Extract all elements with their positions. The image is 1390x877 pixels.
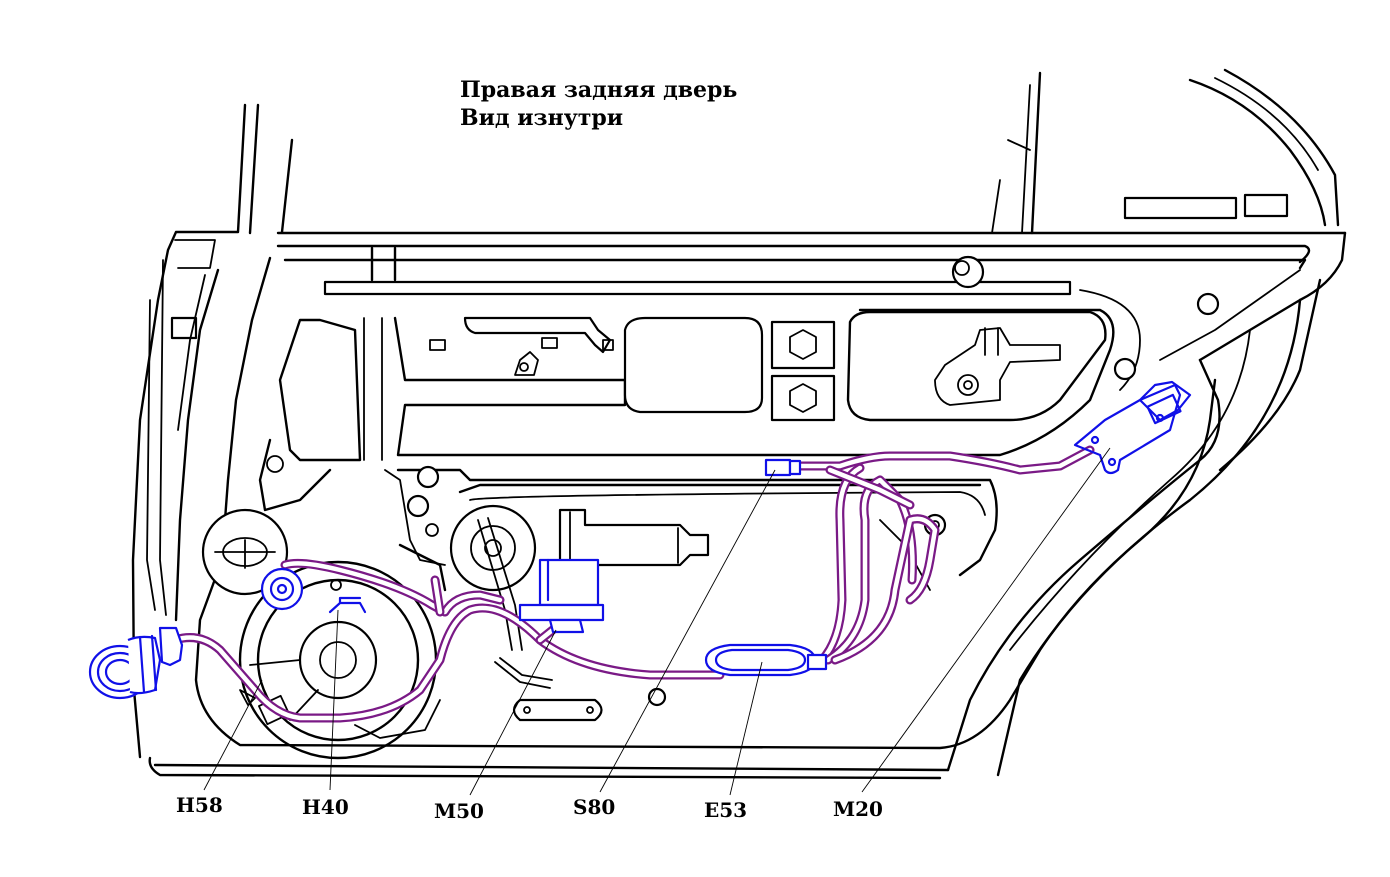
label-e53: E53 bbox=[704, 798, 747, 822]
label-m50: M50 bbox=[434, 799, 484, 823]
s80-connector bbox=[764, 458, 802, 477]
m50-motor bbox=[518, 558, 605, 634]
label-h58: H58 bbox=[176, 793, 223, 817]
title-line-2: Вид изнутри bbox=[460, 105, 623, 131]
leader-lines bbox=[203, 447, 1111, 796]
wiring-harness bbox=[170, 445, 1095, 723]
e53-lamp bbox=[704, 643, 828, 677]
title-line-1: Правая задняя дверь bbox=[460, 77, 737, 103]
component-labels: H58 H40 M50 S80 E53 M20 bbox=[176, 793, 883, 823]
inner-panel bbox=[194, 246, 1307, 760]
h58-connector bbox=[88, 626, 184, 700]
label-h40: H40 bbox=[302, 795, 349, 819]
label-m20: M20 bbox=[833, 797, 883, 821]
m20-lock bbox=[1073, 380, 1192, 475]
h40-tweeter bbox=[260, 567, 304, 611]
label-s80: S80 bbox=[573, 795, 615, 819]
components bbox=[88, 380, 1192, 700]
